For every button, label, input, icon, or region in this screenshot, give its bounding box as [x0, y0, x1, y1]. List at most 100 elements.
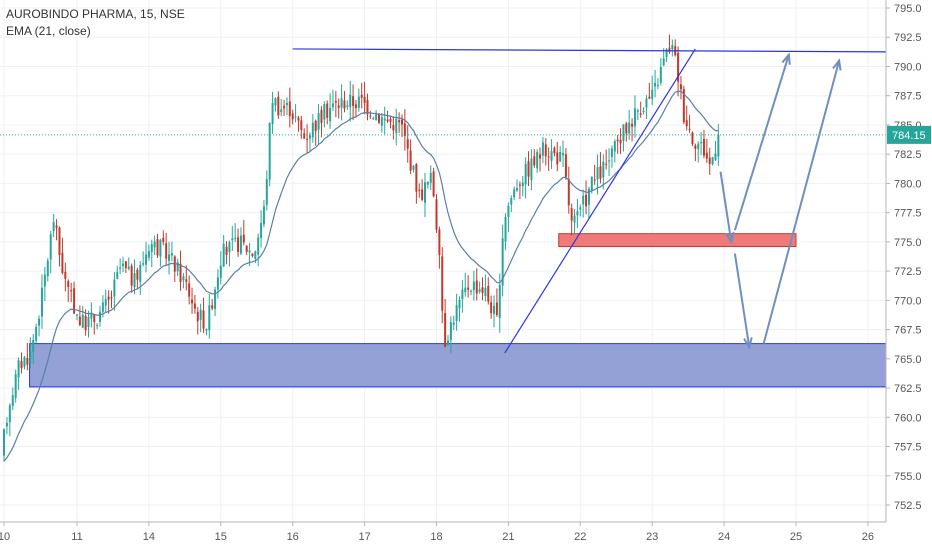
candle-body	[495, 302, 498, 315]
projection-arrow[interactable]	[733, 253, 751, 348]
candle-body	[593, 179, 596, 181]
candle-body	[306, 138, 309, 140]
candle-body	[11, 395, 14, 406]
candle-body	[110, 297, 113, 299]
candle-body	[248, 250, 251, 253]
candle-body	[136, 269, 139, 280]
candle-body	[283, 105, 286, 109]
candle-body	[622, 124, 625, 141]
x-tick-label: 25	[790, 531, 802, 543]
y-tick-label: 757.5	[894, 442, 922, 454]
candle-body	[64, 271, 67, 279]
candle-body	[329, 108, 332, 122]
candle-body	[70, 290, 73, 292]
candle-body	[124, 261, 127, 269]
candle-body	[464, 287, 467, 293]
projection-arrow[interactable]	[762, 60, 841, 344]
y-tick-label: 792.5	[894, 32, 922, 44]
candle-body	[268, 123, 271, 180]
candle-body	[628, 122, 631, 134]
time-scale[interactable]	[0, 522, 932, 550]
candle-body	[403, 123, 406, 137]
candle-body	[585, 194, 588, 207]
candle-body	[145, 254, 148, 265]
candle-body	[294, 116, 297, 118]
candle-body	[441, 256, 444, 311]
candle-body	[714, 153, 717, 160]
candle-body	[432, 171, 435, 197]
candle-body	[300, 120, 303, 131]
candle-body	[251, 253, 254, 257]
candle-body	[185, 279, 188, 282]
candle-body	[43, 274, 46, 287]
candle-body	[52, 222, 55, 232]
candle-body	[352, 96, 355, 106]
candle-body	[507, 206, 510, 218]
candle-body	[590, 176, 593, 192]
candle-body	[524, 163, 527, 185]
candle-body	[599, 166, 602, 179]
candle-body	[216, 277, 219, 290]
candle-body	[8, 405, 11, 423]
candle-body	[487, 285, 490, 302]
y-tick-label: 772.5	[894, 266, 922, 278]
trend-line[interactable]	[504, 48, 696, 354]
candle-body	[291, 113, 294, 120]
resistance-line[interactable]	[292, 48, 932, 53]
candle-body	[32, 339, 35, 352]
candle-body	[705, 152, 708, 159]
candle-body	[49, 234, 52, 260]
candle-body	[377, 113, 380, 123]
candle-body	[654, 82, 657, 87]
candle-body	[202, 310, 205, 329]
candle-body	[357, 96, 360, 108]
candle-body	[237, 237, 240, 252]
candle-body	[231, 238, 234, 241]
candle-body	[541, 142, 544, 156]
candle-body	[331, 103, 334, 108]
y-tick-label: 760.0	[894, 412, 922, 424]
candle-body	[257, 237, 260, 255]
candle-body	[530, 158, 533, 181]
candle-body	[625, 123, 628, 134]
candle-body	[633, 108, 636, 127]
candle-body	[602, 161, 605, 178]
candle-body	[354, 104, 357, 108]
candle-body	[360, 94, 363, 98]
candle-body	[142, 263, 145, 265]
candle-body	[58, 227, 61, 256]
candle-body	[458, 299, 461, 309]
candle-body	[694, 145, 697, 149]
support-zone[interactable]	[29, 343, 887, 388]
candle-body	[119, 267, 122, 269]
x-tick-label: 18	[430, 531, 442, 543]
candle-body	[562, 153, 565, 156]
candle-body	[222, 243, 225, 267]
candle-body	[645, 98, 648, 108]
arrow-head	[781, 52, 791, 65]
candle-body	[162, 237, 165, 242]
candle-body	[556, 152, 559, 165]
candle-body	[317, 113, 320, 130]
candle-body	[386, 119, 389, 122]
x-tick-label: 10	[0, 531, 10, 543]
candle-body	[219, 265, 222, 278]
candle-body	[685, 120, 688, 127]
price-scale[interactable]	[886, 0, 932, 550]
target-box[interactable]	[558, 233, 797, 248]
projection-arrow[interactable]	[719, 171, 733, 243]
candle-body	[76, 314, 78, 316]
candle-body	[208, 305, 211, 331]
candle-body	[366, 99, 369, 115]
candle-body	[544, 144, 547, 157]
arrow-head	[743, 337, 753, 350]
candle-body	[447, 340, 450, 345]
candle-body	[579, 207, 582, 210]
projection-arrow[interactable]	[733, 54, 790, 231]
arrow-head	[832, 58, 842, 71]
candle-body	[369, 115, 372, 117]
candle-body	[665, 49, 668, 57]
y-tick-label: 795.0	[894, 3, 922, 15]
annotation-layer	[29, 233, 887, 388]
